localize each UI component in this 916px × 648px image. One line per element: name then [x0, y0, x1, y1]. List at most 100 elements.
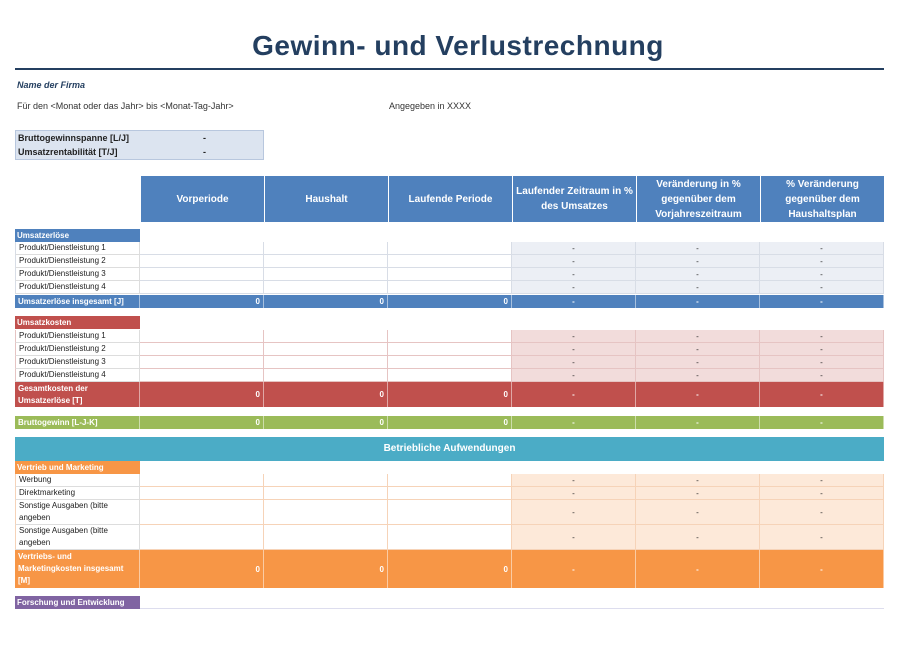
cell-col-1[interactable] — [140, 474, 264, 487]
cell-col-3[interactable] — [388, 255, 512, 268]
cell-col-4[interactable]: - — [512, 281, 636, 294]
cell-col-5[interactable]: - — [636, 343, 760, 356]
cell-col-2[interactable] — [264, 525, 388, 550]
cell-col-3[interactable] — [388, 525, 512, 550]
row-label[interactable]: Produkt/Dienstleistung 4 — [15, 281, 140, 294]
cell-col-5[interactable]: - — [636, 242, 760, 255]
cell-col-3[interactable] — [388, 242, 512, 255]
column-header-row: Vorperiode Haushalt Laufende Periode Lau… — [15, 176, 884, 222]
row-label[interactable]: Sonstige Ausgaben (bitte angeben — [15, 500, 140, 525]
cell-col-4[interactable]: - — [512, 369, 636, 382]
cell-col-1[interactable] — [140, 525, 264, 550]
row-label[interactable]: Werbung — [15, 474, 140, 487]
cell-col-6[interactable]: - — [760, 525, 884, 550]
total-value: - — [760, 550, 884, 588]
cell-col-1[interactable] — [140, 255, 264, 268]
header-spacer — [15, 176, 140, 222]
cell-col-3[interactable] — [388, 474, 512, 487]
cell-col-1[interactable] — [140, 487, 264, 500]
row-label[interactable]: Produkt/Dienstleistung 4 — [15, 369, 140, 382]
cell-col-2[interactable] — [264, 474, 388, 487]
total-value: - — [512, 382, 636, 407]
cell-col-5[interactable]: - — [636, 268, 760, 281]
period-text[interactable]: Für den <Monat oder das Jahr> bis <Monat… — [17, 101, 234, 111]
cell-col-3[interactable] — [388, 330, 512, 343]
revenue-row: Produkt/Dienstleistung 1--- — [15, 242, 884, 255]
cell-col-6[interactable]: - — [760, 242, 884, 255]
cell-col-6[interactable]: - — [760, 500, 884, 525]
cell-col-5[interactable]: - — [636, 474, 760, 487]
units-text[interactable]: Angegeben in XXXX — [389, 101, 472, 111]
cell-col-4[interactable]: - — [512, 255, 636, 268]
cell-col-4[interactable]: - — [512, 242, 636, 255]
total-label: Bruttogewinn [L-J-K] — [15, 416, 140, 429]
cell-col-6[interactable]: - — [760, 356, 884, 369]
cell-col-4[interactable]: - — [512, 487, 636, 500]
cell-col-1[interactable] — [140, 268, 264, 281]
cell-col-2[interactable] — [264, 281, 388, 294]
cell-col-6[interactable]: - — [760, 268, 884, 281]
row-label[interactable]: Produkt/Dienstleistung 3 — [15, 268, 140, 281]
cell-col-5[interactable]: - — [636, 356, 760, 369]
cell-col-3[interactable] — [388, 356, 512, 369]
cell-col-3[interactable] — [388, 268, 512, 281]
row-label[interactable]: Produkt/Dienstleistung 1 — [15, 242, 140, 255]
cell-col-1[interactable] — [140, 330, 264, 343]
cell-col-3[interactable] — [388, 281, 512, 294]
total-label: Vertriebs- und Marketingkosten insgesamt… — [15, 550, 140, 588]
kpi-gross-margin[interactable]: Bruttogewinnspanne [L/J] - — [18, 132, 206, 145]
row-label[interactable]: Produkt/Dienstleistung 1 — [15, 330, 140, 343]
cell-col-6[interactable]: - — [760, 369, 884, 382]
total-value: - — [636, 550, 760, 588]
row-label[interactable]: Produkt/Dienstleistung 3 — [15, 356, 140, 369]
row-label[interactable]: Produkt/Dienstleistung 2 — [15, 255, 140, 268]
cell-col-1[interactable] — [140, 369, 264, 382]
row-label[interactable]: Sonstige Ausgaben (bitte angeben — [15, 525, 140, 550]
cell-col-2[interactable] — [264, 487, 388, 500]
cell-col-5[interactable]: - — [636, 255, 760, 268]
cell-col-2[interactable] — [264, 242, 388, 255]
cell-col-6[interactable]: - — [760, 255, 884, 268]
cell-col-4[interactable]: - — [512, 330, 636, 343]
cell-col-3[interactable] — [388, 487, 512, 500]
cell-col-3[interactable] — [388, 369, 512, 382]
cell-col-2[interactable] — [264, 268, 388, 281]
company-name[interactable]: Name der Firma — [17, 80, 86, 90]
cell-col-6[interactable]: - — [760, 330, 884, 343]
cell-col-1[interactable] — [140, 242, 264, 255]
cell-col-2[interactable] — [264, 330, 388, 343]
cell-col-3[interactable] — [388, 343, 512, 356]
cell-col-2[interactable] — [264, 500, 388, 525]
cell-col-5[interactable]: - — [636, 281, 760, 294]
cell-col-4[interactable]: - — [512, 500, 636, 525]
cell-col-5[interactable]: - — [636, 525, 760, 550]
cell-col-2[interactable] — [264, 343, 388, 356]
cell-col-1[interactable] — [140, 281, 264, 294]
cell-col-2[interactable] — [264, 255, 388, 268]
total-value: 0 — [264, 382, 388, 407]
cell-col-6[interactable]: - — [760, 281, 884, 294]
cell-col-5[interactable]: - — [636, 330, 760, 343]
row-label[interactable]: Direktmarketing — [15, 487, 140, 500]
cell-col-5[interactable]: - — [636, 369, 760, 382]
cell-col-1[interactable] — [140, 500, 264, 525]
cell-col-1[interactable] — [140, 343, 264, 356]
cell-col-1[interactable] — [140, 356, 264, 369]
cell-col-5[interactable]: - — [636, 500, 760, 525]
cell-col-4[interactable]: - — [512, 525, 636, 550]
cell-col-6[interactable]: - — [760, 343, 884, 356]
cell-col-5[interactable]: - — [636, 487, 760, 500]
cell-col-6[interactable]: - — [760, 487, 884, 500]
cell-col-3[interactable] — [388, 500, 512, 525]
row-label[interactable]: Produkt/Dienstleistung 2 — [15, 343, 140, 356]
cell-col-4[interactable]: - — [512, 268, 636, 281]
cell-col-2[interactable] — [264, 356, 388, 369]
cell-col-4[interactable]: - — [512, 356, 636, 369]
cell-col-2[interactable] — [264, 369, 388, 382]
kpi-return-on-sales[interactable]: Umsatzrentabilität [T/J] - — [18, 146, 206, 159]
total-value: 0 — [388, 382, 512, 407]
marketing-total-row: Vertriebs- und Marketingkosten insgesamt… — [15, 550, 884, 588]
cell-col-6[interactable]: - — [760, 474, 884, 487]
cell-col-4[interactable]: - — [512, 343, 636, 356]
cell-col-4[interactable]: - — [512, 474, 636, 487]
